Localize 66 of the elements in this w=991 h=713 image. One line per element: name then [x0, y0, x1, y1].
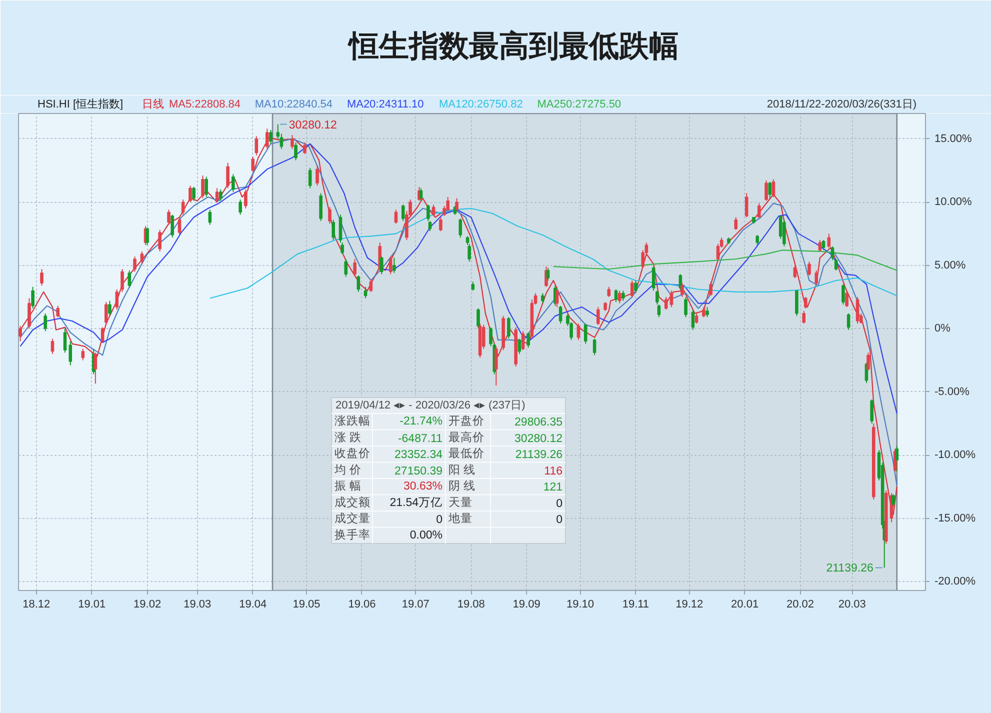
- annotation: -6487.11: [398, 432, 442, 445]
- y-tick-label: -20.00%: [934, 576, 976, 588]
- annotation: 29806.35: [514, 416, 563, 429]
- x-tick-label: 19.07: [402, 598, 430, 610]
- y-tick-label: 15.00%: [934, 132, 972, 145]
- annotation: 30.63%: [403, 480, 443, 493]
- x-tick-label: 19.11: [622, 598, 650, 610]
- text: MA20:24311.10: [346, 98, 424, 110]
- chart-subtitle: HSI.HI [恒生指数]: [38, 98, 124, 110]
- annotation: 地量: [448, 512, 472, 526]
- annotation: 阴 线: [448, 480, 476, 493]
- annotation: -21.74%: [400, 416, 443, 428]
- annotation: 换手率: [334, 527, 370, 542]
- text: MA120:26750.82: [439, 98, 523, 110]
- text: MA10:22840.54: [254, 98, 333, 110]
- annotation: 成交量: [334, 511, 370, 526]
- x-tick-label: 20.03: [838, 598, 866, 610]
- text: 日线: [142, 98, 164, 110]
- x-tick-label: 19.04: [239, 598, 267, 610]
- annotation: 涨跌幅: [334, 414, 370, 428]
- annotation: 121: [543, 482, 562, 494]
- annotation: 2019/04/12 ◂▸ - 2020/03/26 ◂▸ (237日): [336, 400, 526, 412]
- annotation: 收盘价: [334, 447, 370, 460]
- x-tick-label: 19.01: [78, 598, 106, 610]
- y-tick-label: -10.00%: [934, 449, 976, 462]
- text: MA5:22808.84: [168, 98, 241, 110]
- annotation: 116: [544, 465, 563, 478]
- x-tick-label: 19.03: [184, 598, 212, 610]
- x-tick-label: 19.05: [292, 598, 320, 610]
- annotation: 天量: [448, 496, 472, 509]
- annotation: 振 幅: [334, 480, 362, 493]
- text: 2018/11/22-2020/03/26(331日): [766, 98, 917, 110]
- annotation: 涨 跌: [334, 430, 362, 444]
- annotation: 最高价: [448, 430, 484, 444]
- annotation: 21139.26: [826, 562, 874, 575]
- annotation: 30280.12: [514, 432, 563, 445]
- annotation: 30280.12: [288, 119, 337, 132]
- annotation: 21139.26: [515, 449, 563, 462]
- chart-title: 恒生指数最高到最低跌幅: [347, 29, 679, 63]
- y-tick-label: -5.00%: [934, 386, 970, 398]
- annotation: 0: [556, 514, 563, 526]
- annotation: 均 价: [334, 463, 362, 476]
- x-tick-label: 20.02: [786, 598, 814, 610]
- annotation: 0: [436, 514, 443, 526]
- annotation: 23352.34: [394, 449, 444, 462]
- annotation: 开盘价: [448, 414, 484, 428]
- y-tick-label: 5.00%: [934, 259, 966, 272]
- annotation: 21.54万亿: [390, 496, 443, 509]
- x-tick-label: 18.12: [22, 598, 50, 610]
- x-tick-label: 20.01: [731, 598, 759, 610]
- y-tick-label: 10.00%: [934, 196, 972, 208]
- x-tick-label: 19.12: [676, 598, 704, 610]
- annotation: 最低价: [448, 447, 484, 460]
- annotation: 0.00%: [410, 529, 442, 542]
- x-tick-label: 19.06: [348, 598, 376, 610]
- y-tick-label: 0%: [934, 322, 951, 335]
- annotation: 27150.39: [394, 465, 443, 478]
- annotation: 成交额: [334, 494, 370, 509]
- y-tick-label: -15.00%: [934, 512, 976, 524]
- annotation: 阳 线: [448, 463, 476, 476]
- text: MA250:27275.50: [537, 98, 622, 110]
- annotation: 0: [556, 498, 563, 510]
- x-tick-label: 19.09: [512, 598, 540, 610]
- x-tick-label: 19.08: [457, 598, 485, 610]
- x-tick-label: 19.10: [566, 598, 594, 610]
- x-tick-label: 19.02: [134, 598, 162, 610]
